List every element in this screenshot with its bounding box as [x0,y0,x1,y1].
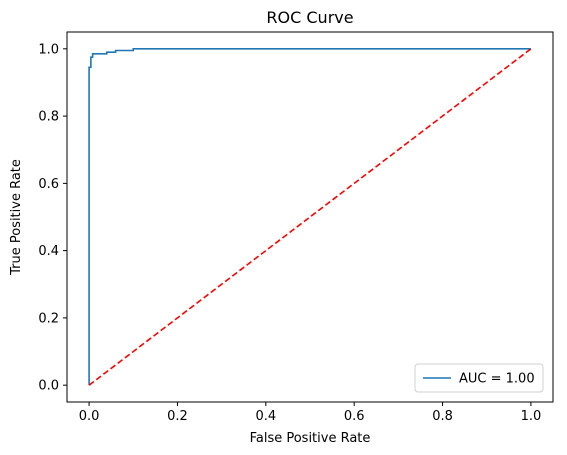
plot-area [66,31,554,403]
chart-title: ROC Curve [266,8,353,27]
x-tick-label: 0.8 [432,409,453,424]
x-tick-label: 0.2 [167,409,188,424]
y-tick-label: 0.6 [38,177,59,192]
x-tick-label: 0.6 [344,409,365,424]
plot-frame [66,31,554,403]
diagonal-reference-line [88,48,532,386]
x-tick-label: 0.0 [79,409,100,424]
y-tick-label: 0.2 [38,311,59,326]
legend-box [414,363,544,393]
y-tick-label: 0.8 [38,110,59,125]
legend: AUC = 1.00 [414,363,544,393]
y-axis-label: True Positive Rate [9,159,24,276]
y-tick-label: 0.0 [38,379,59,394]
y-tick-label: 1.0 [38,42,59,57]
roc-series-line [88,48,531,386]
y-tick-label: 0.4 [38,244,59,259]
x-axis-label: False Positive Rate [250,431,371,446]
x-tick-label: 1.0 [521,409,542,424]
axis-ticks: 0.0 0.2 0.4 0.6 0.8 1.0 0.0 0.2 0.4 0.6 0.8 1.0 [38,42,541,424]
x-tick-label: 0.4 [255,409,276,424]
legend-label: AUC = 1.00 [459,372,535,387]
